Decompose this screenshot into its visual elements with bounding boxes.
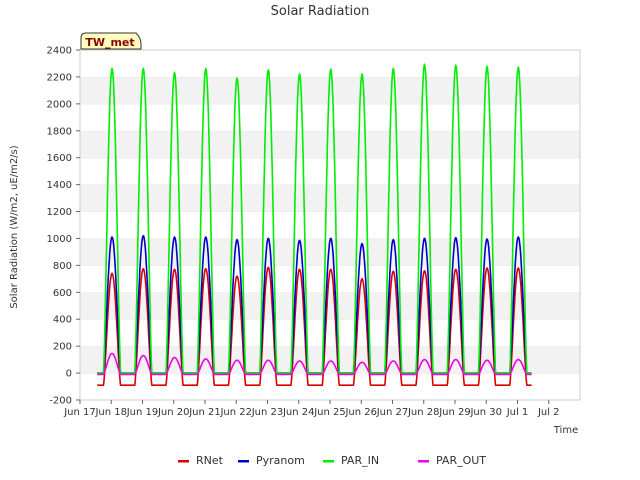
grid-band [80, 292, 580, 320]
y-tick-label: 2200 [47, 72, 72, 83]
x-ticks: Jun 17 Jun 18 Jun 19 Jun 20 Jun 21 Jun 22 Jun … [63, 400, 560, 418]
y-ticks: -200 0 200 400 600 800 1000 1200 1400 1600 1800 200… [47, 46, 80, 407]
grid-band [80, 211, 580, 239]
grid-band [80, 373, 580, 400]
grid-band [80, 130, 580, 158]
x-tick-label: Jun 30 [469, 407, 502, 418]
y-tick-label: 1000 [47, 234, 72, 245]
legend-par-in-label: PAR_IN [341, 454, 379, 467]
y-tick-label: 1600 [47, 153, 72, 164]
grid-bands [80, 49, 580, 400]
series-line-rnet [97, 266, 532, 386]
y-axis-label: Solar Radiation (W/m2, uE/m2/s) [9, 145, 20, 308]
legend-pyranom-swatch [238, 460, 249, 463]
grid-band [80, 184, 580, 212]
y-tick-label: 800 [53, 261, 72, 272]
x-tick-label: Jul 2 [537, 407, 560, 418]
legend-pyranom-label: Pyranom [256, 454, 305, 467]
legend-rnet-swatch [178, 460, 189, 463]
y-tick-label: -200 [49, 396, 72, 407]
x-tick-label: Jun 29 [438, 407, 471, 418]
legend-rnet-label: RNet [196, 454, 224, 467]
x-tick-label: Jun 28 [407, 407, 440, 418]
grid-band [80, 157, 580, 185]
y-tick-label: 1400 [47, 180, 72, 191]
x-tick-label: Jul 1 [506, 407, 529, 418]
y-tick-label: 400 [53, 315, 72, 326]
x-tick-label: Jun 21 [188, 407, 221, 418]
badge-shape [80, 32, 142, 50]
x-tick-label: Jun 19 [126, 407, 159, 418]
badge-label: TW_met [85, 36, 134, 49]
x-tick-label: Jun 25 [313, 407, 346, 418]
legend-par-in-swatch [323, 460, 334, 463]
chart-title: Solar Radiation [271, 4, 370, 19]
legend-par-out-swatch [418, 460, 429, 463]
y-tick-label: 600 [53, 288, 72, 299]
y-tick-label: 2000 [47, 99, 72, 110]
grid-band [80, 103, 580, 131]
series-line-par-out [97, 352, 532, 376]
x-tick-label: Jun 22 [219, 407, 252, 418]
x-axis-label: Time [553, 425, 578, 436]
legend-par-out-label: PAR_OUT [436, 454, 486, 467]
x-tick-label: Jun 23 [251, 407, 284, 418]
x-tick-label: Jun 24 [282, 407, 315, 418]
y-tick-label: 1200 [47, 207, 72, 218]
y-tick-label: 2400 [47, 46, 72, 57]
series-line-par-in [97, 63, 532, 374]
badge: TW_met [80, 32, 142, 50]
x-tick-label: Jun 17 [63, 407, 96, 418]
x-tick-label: Jun 20 [157, 407, 190, 418]
y-tick-label: 200 [53, 342, 72, 353]
x-tick-label: Jun 18 [94, 407, 127, 418]
grid-band [80, 346, 580, 374]
y-tick-label: 1800 [47, 126, 72, 137]
x-tick-label: Jun 26 [344, 407, 377, 418]
series-group [97, 63, 532, 386]
y-tick-label: 0 [66, 369, 72, 380]
grid-band [80, 319, 580, 347]
x-tick-label: Jun 27 [376, 407, 409, 418]
legend: RNet Pyranom PAR_IN PAR_OUT [178, 454, 486, 467]
